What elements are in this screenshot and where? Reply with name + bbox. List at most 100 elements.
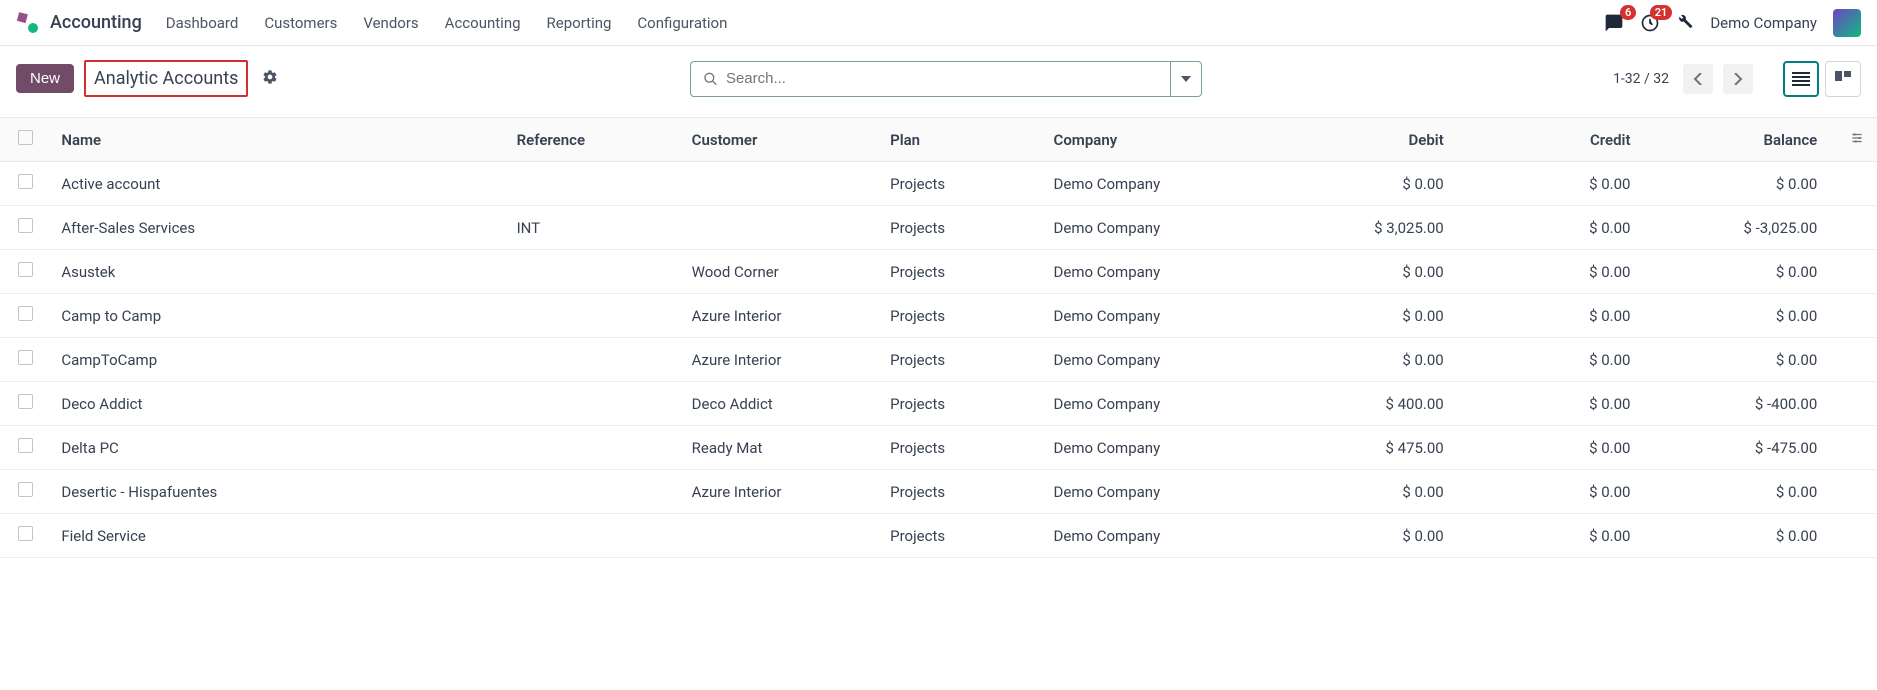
top-nav-right: 6 21 Demo Company [1604,9,1861,37]
row-checkbox[interactable] [18,262,33,277]
nav-item-reporting[interactable]: Reporting [547,14,612,32]
cell-balance: $ -3,025.00 [1651,206,1838,250]
cell-options [1837,470,1877,514]
col-header-reference[interactable]: Reference [507,118,682,162]
cell-plan: Projects [880,206,1043,250]
cell-reference [507,382,682,426]
table-row[interactable]: Active accountProjectsDemo Company$ 0.00… [0,162,1877,206]
cell-reference [507,470,682,514]
cell-reference [507,426,682,470]
cell-name: Camp to Camp [51,294,506,338]
cell-customer: Wood Corner [682,250,880,294]
col-header-name[interactable]: Name [51,118,506,162]
row-checkbox[interactable] [18,174,33,189]
view-settings-button[interactable] [258,69,278,89]
cell-debit: $ 0.00 [1277,294,1464,338]
cell-name: Active account [51,162,506,206]
cell-options [1837,338,1877,382]
cell-balance: $ 0.00 [1651,470,1838,514]
cell-options [1837,514,1877,558]
col-header-credit[interactable]: Credit [1464,118,1651,162]
search-options-button[interactable] [1170,61,1202,97]
nav-item-accounting[interactable]: Accounting [445,14,521,32]
app-logo-icon[interactable] [16,11,40,35]
cell-debit: $ 400.00 [1277,382,1464,426]
col-header-customer[interactable]: Customer [682,118,880,162]
messages-button[interactable]: 6 [1604,13,1624,33]
table-row[interactable]: AsustekWood CornerProjectsDemo Company$ … [0,250,1877,294]
cell-credit: $ 0.00 [1464,514,1651,558]
row-checkbox[interactable] [18,526,33,541]
cell-balance: $ 0.00 [1651,514,1838,558]
activities-badge: 21 [1650,5,1673,20]
cell-debit: $ 475.00 [1277,426,1464,470]
list-view-button[interactable] [1783,61,1819,97]
kanban-view-button[interactable] [1825,61,1861,97]
company-switcher[interactable]: Demo Company [1710,14,1817,32]
nav-menu: Dashboard Customers Vendors Accounting R… [166,14,728,32]
row-checkbox[interactable] [18,306,33,321]
cell-customer: Azure Interior [682,294,880,338]
col-header-balance[interactable]: Balance [1651,118,1838,162]
table-row[interactable]: After-Sales ServicesINTProjectsDemo Comp… [0,206,1877,250]
debug-button[interactable] [1676,12,1694,34]
table-row[interactable]: CampToCampAzure InteriorProjectsDemo Com… [0,338,1877,382]
cell-company: Demo Company [1044,250,1277,294]
row-checkbox[interactable] [18,438,33,453]
cell-customer [682,514,880,558]
table-row[interactable]: Camp to Camp Azure InteriorProjectsDemo C… [0,294,1877,338]
next-page-button[interactable] [1723,64,1753,94]
cell-options [1837,382,1877,426]
cell-name: Deco Addict [51,382,506,426]
nav-item-vendors[interactable]: Vendors [363,14,418,32]
analytic-accounts-table: Name Reference Customer Plan Company Deb… [0,117,1877,558]
new-button[interactable]: New [16,64,74,93]
cell-customer [682,162,880,206]
breadcrumb[interactable]: Analytic Accounts [88,64,244,93]
cell-plan: Projects [880,294,1043,338]
gear-icon [262,69,278,85]
search-icon [703,71,718,87]
table-row[interactable]: Deco AddictDeco AddictProjectsDemo Compa… [0,382,1877,426]
cell-company: Demo Company [1044,294,1277,338]
activities-button[interactable]: 21 [1640,13,1660,33]
cell-company: Demo Company [1044,162,1277,206]
row-checkbox[interactable] [18,218,33,233]
nav-item-customers[interactable]: Customers [264,14,337,32]
row-checkbox[interactable] [18,350,33,365]
cell-customer: Ready Mat [682,426,880,470]
cell-name: Asustek [51,250,506,294]
search-box[interactable] [690,61,1170,97]
kanban-icon [1835,71,1851,87]
cell-credit: $ 0.00 [1464,250,1651,294]
col-header-debit[interactable]: Debit [1277,118,1464,162]
nav-item-configuration[interactable]: Configuration [637,14,727,32]
cell-company: Demo Company [1044,470,1277,514]
table-row[interactable]: Field ServiceProjectsDemo Company$ 0.00$… [0,514,1877,558]
page-counter[interactable]: 1-32 / 32 [1613,71,1669,87]
cell-balance: $ 0.00 [1651,338,1838,382]
nav-item-dashboard[interactable]: Dashboard [166,14,239,32]
cell-options [1837,426,1877,470]
chevron-left-icon [1693,73,1703,85]
app-name[interactable]: Accounting [50,12,142,33]
cell-debit: $ 0.00 [1277,514,1464,558]
row-checkbox[interactable] [18,394,33,409]
breadcrumb-highlight: Analytic Accounts [84,60,248,97]
col-header-plan[interactable]: Plan [880,118,1043,162]
col-header-company[interactable]: Company [1044,118,1277,162]
select-all-checkbox[interactable] [18,130,33,145]
cell-options [1837,250,1877,294]
table-row[interactable]: Desertic - HispafuentesAzure InteriorPro… [0,470,1877,514]
cell-credit: $ 0.00 [1464,162,1651,206]
cell-credit: $ 0.00 [1464,338,1651,382]
cell-credit: $ 0.00 [1464,426,1651,470]
row-checkbox[interactable] [18,482,33,497]
prev-page-button[interactable] [1683,64,1713,94]
col-options-button[interactable] [1837,118,1877,162]
cell-debit: $ 0.00 [1277,338,1464,382]
user-avatar[interactable] [1833,9,1861,37]
table-row[interactable]: Delta PCReady MatProjectsDemo Company$ 4… [0,426,1877,470]
sliders-icon [1850,131,1864,145]
search-input[interactable] [726,70,1158,87]
